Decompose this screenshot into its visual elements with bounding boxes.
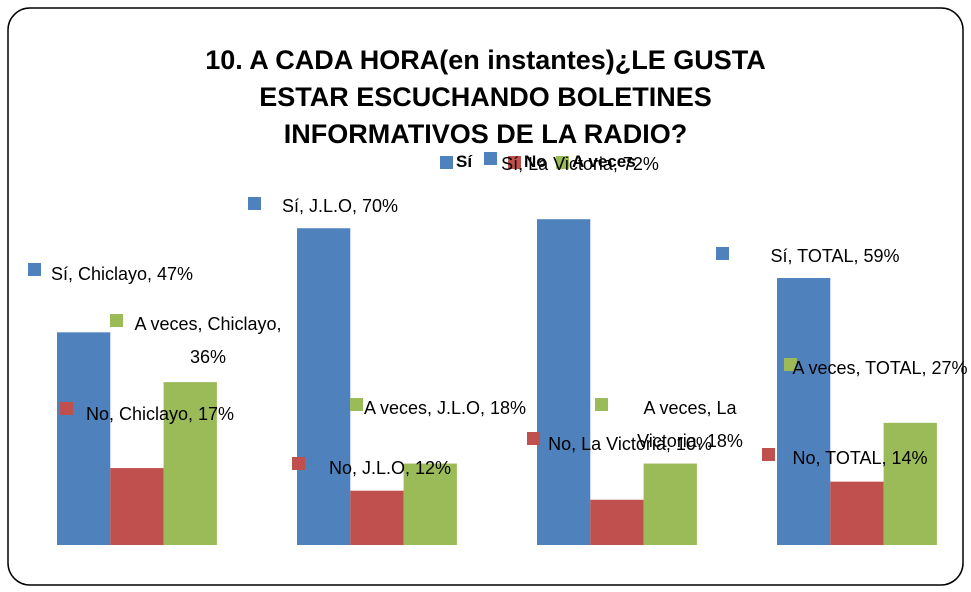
label-key: [527, 432, 540, 445]
legend-label: No: [524, 152, 547, 171]
label-key: [762, 448, 775, 461]
bar: [57, 332, 111, 545]
legend-key: [556, 156, 569, 169]
legend-key: [508, 156, 521, 169]
data-label: A veces, La Victoria, 18%: [637, 398, 743, 451]
legend-label: Sí: [456, 152, 473, 171]
bar: [163, 382, 217, 545]
bar: [883, 422, 937, 545]
bar: [830, 481, 884, 545]
label-key: [60, 402, 73, 415]
label-key: [110, 314, 123, 327]
label-key: [248, 197, 261, 210]
chart-border: [7, 7, 964, 586]
label-key: [484, 152, 497, 165]
label-key: [595, 398, 608, 411]
bar: [350, 490, 404, 545]
data-label: No, J.L.O, 12%: [328, 458, 452, 478]
bar: [643, 463, 697, 545]
data-label: A veces, Chiclayo, 36%: [134, 314, 282, 367]
label-key: [716, 247, 729, 260]
bar: [537, 219, 591, 545]
legend-label: A veces: [572, 152, 636, 171]
label-key: [292, 457, 305, 470]
data-label: No, Chiclayo, 17%: [85, 404, 235, 424]
data-label: Sí, J.L.O, 70%: [281, 196, 399, 216]
bar: [590, 499, 644, 545]
label-key: [28, 263, 41, 276]
chart-title-line: 10. A CADA HORA(en instantes)¿LE GUSTA: [205, 45, 766, 75]
data-label: No, TOTAL, 14%: [792, 448, 928, 468]
bar: [297, 228, 351, 545]
label-key: [350, 398, 363, 411]
bar: [777, 278, 831, 545]
data-label: A veces, J.L.O, 18%: [363, 398, 527, 418]
legend-key: [440, 156, 453, 169]
label-key: [784, 358, 797, 371]
data-label: Sí, TOTAL, 59%: [770, 246, 900, 266]
chart-title-line: INFORMATIVOS DE LA RADIO?: [283, 119, 688, 149]
data-label: No, La Victoria, 10%: [548, 434, 712, 454]
chart-title-line: ESTAR ESCUCHANDO BOLETINES: [259, 82, 712, 112]
bar: [110, 468, 164, 545]
data-label: A veces, TOTAL, 27%: [792, 358, 968, 378]
chart-title-block: 10. A CADA HORA(en instantes)¿LE GUSTA E…: [0, 42, 971, 153]
data-label: Sí, Chiclayo, 47%: [50, 264, 194, 284]
bar: [403, 463, 457, 545]
data-label: Sí, La Victoria, 72%: [501, 154, 659, 174]
